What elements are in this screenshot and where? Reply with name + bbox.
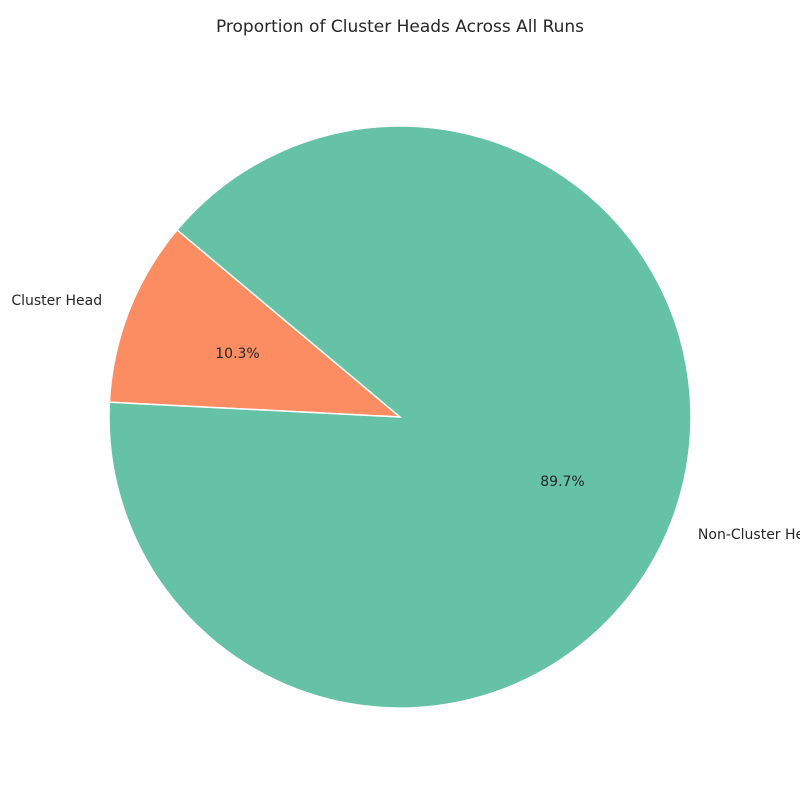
pie-labels: 10.3% Cluster Head 89.7% Non-Cluster Head <box>11 293 800 543</box>
pie-slices <box>108 125 692 709</box>
pct-label: 89.7% <box>540 474 584 490</box>
pie-slice-cluster-head <box>108 228 403 418</box>
slice-label: Non-Cluster Head <box>698 527 800 543</box>
slice-label: Cluster Head <box>11 293 102 309</box>
chart-title: Proportion of Cluster Heads Across All R… <box>216 17 584 37</box>
pie-slice-non-cluster-head <box>108 125 692 709</box>
pct-label: 10.3% <box>215 346 259 362</box>
